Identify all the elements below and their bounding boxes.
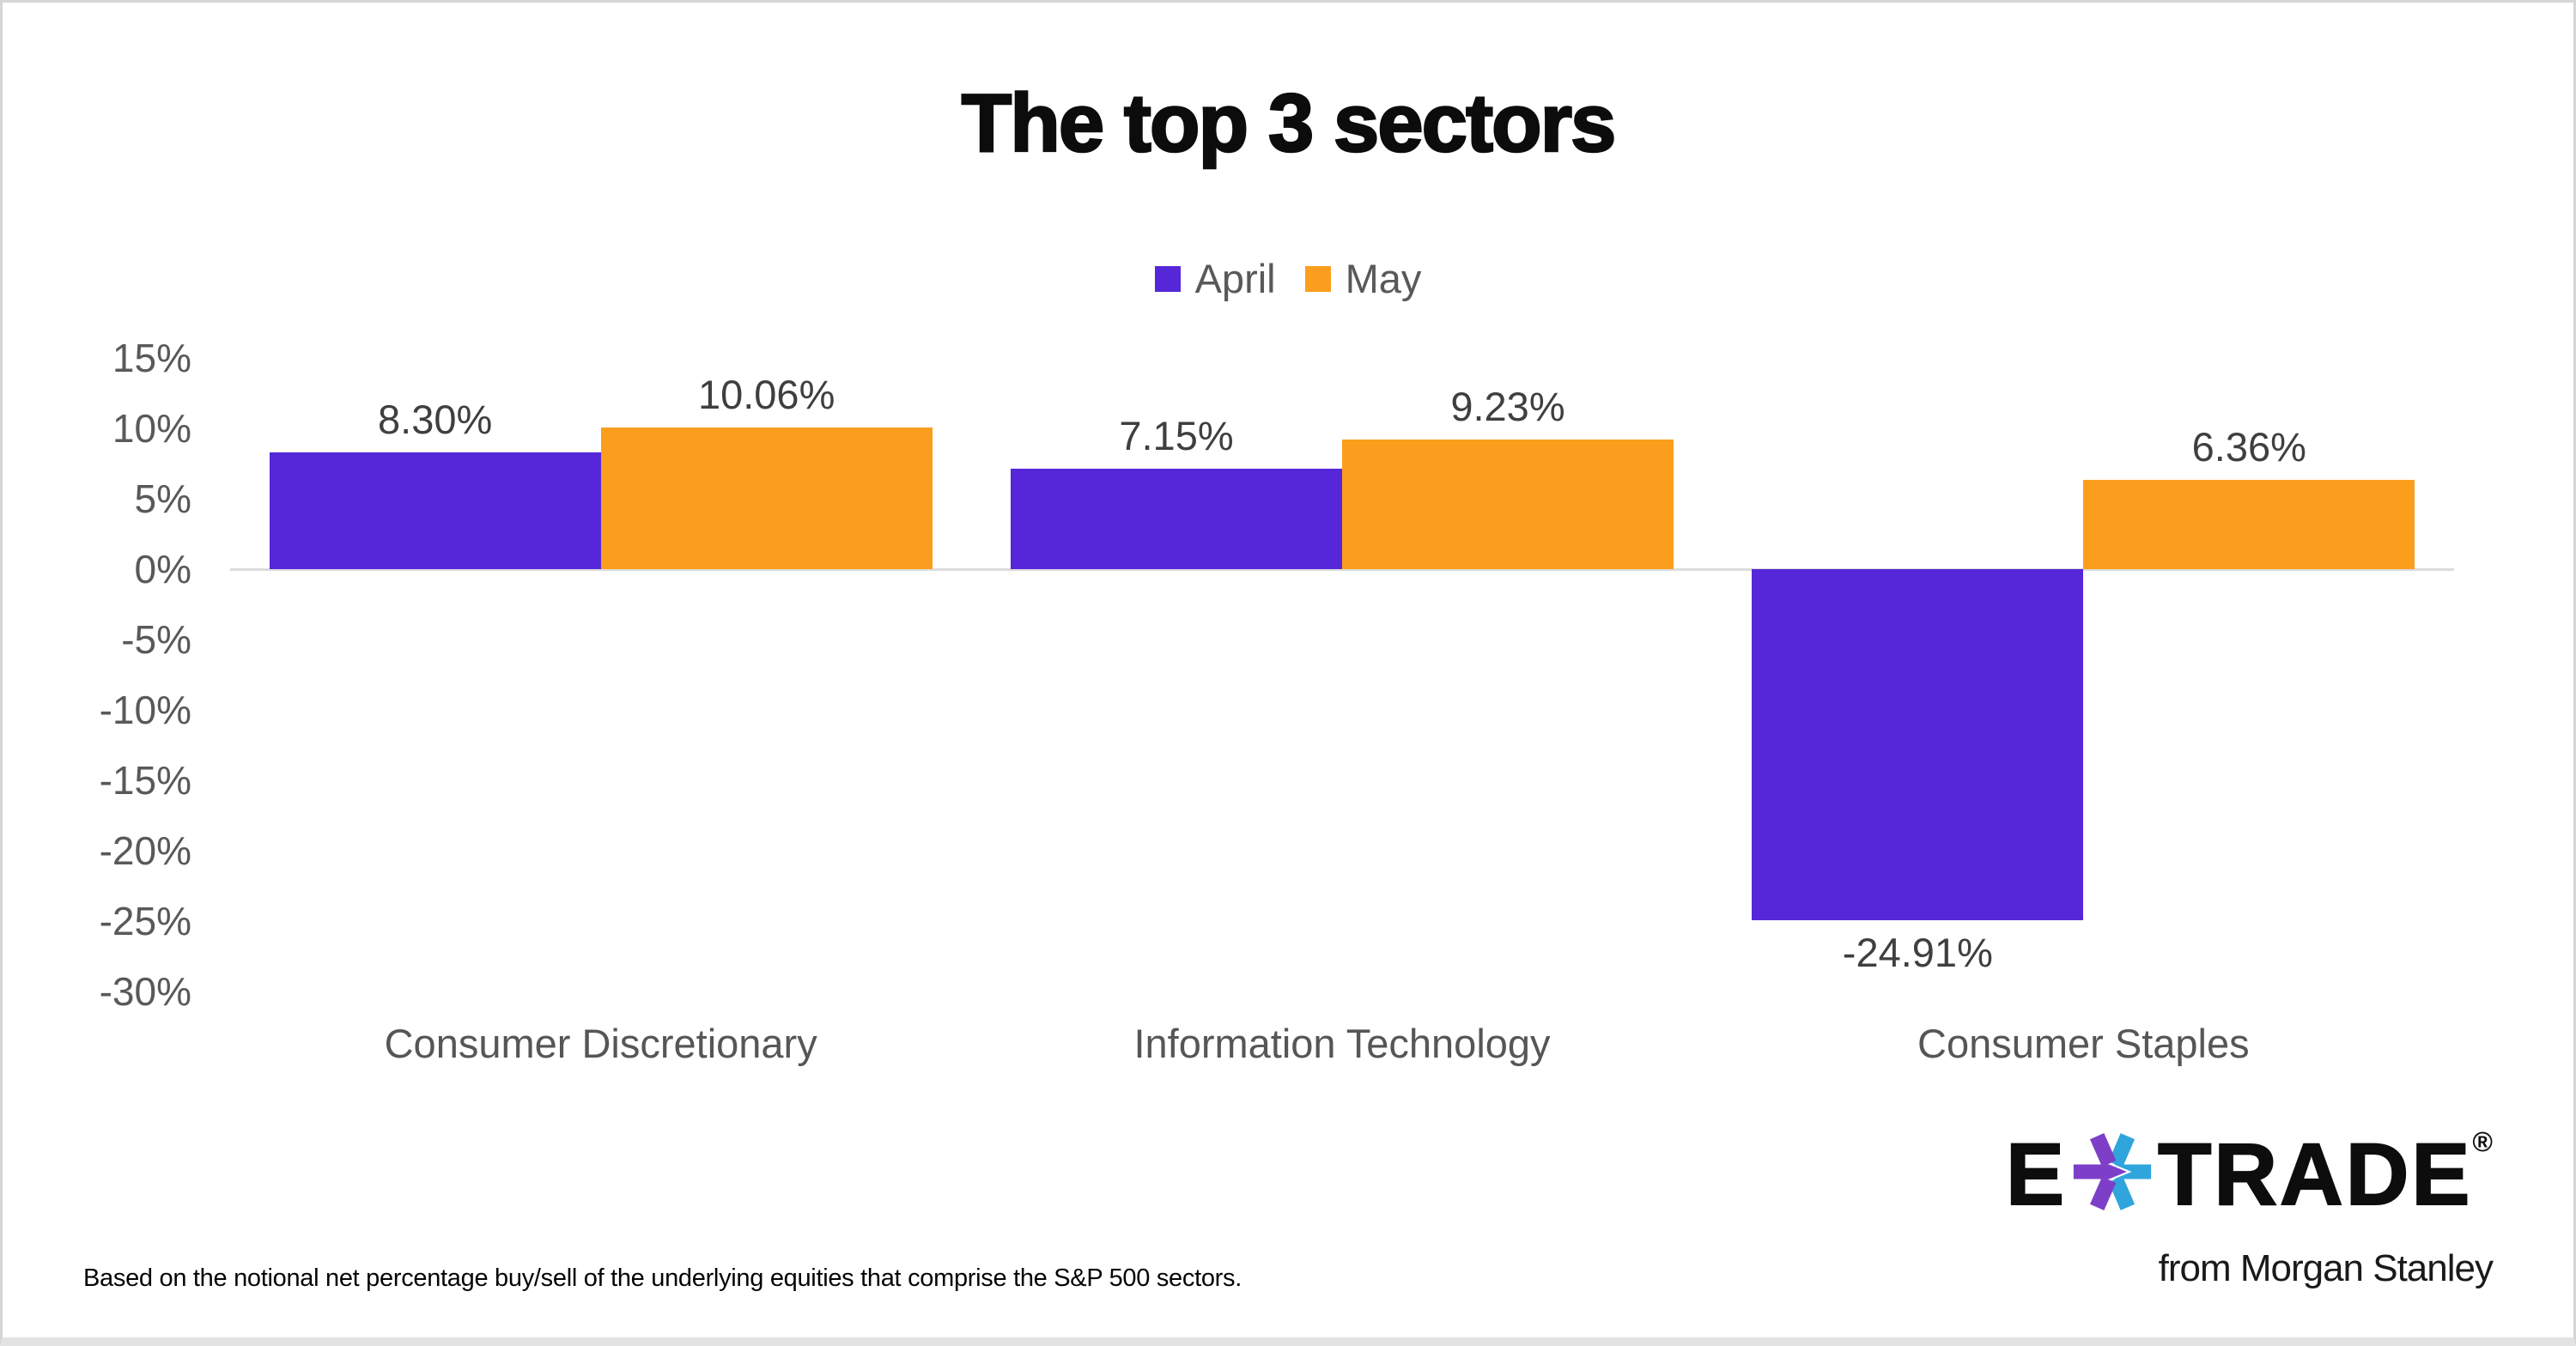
- bar-may-consumer-discretionary: [600, 427, 933, 569]
- plot-area: 8.30% 10.06% 7.15% 9.23% -24.91% 6.36%: [230, 358, 2454, 991]
- y-tick-label: -15%: [99, 758, 191, 803]
- legend-item-april: April: [1154, 255, 1276, 302]
- category-label-consumer-staples: Consumer Staples: [1917, 1021, 2250, 1066]
- y-tick-label: 5%: [134, 476, 191, 521]
- legend: April May: [3, 255, 2573, 302]
- category-label-consumer-discretionary: Consumer Discretionary: [384, 1021, 817, 1066]
- bar-group-consumer-discretionary: 8.30% 10.06%: [230, 358, 971, 991]
- value-label-may-information-technology: 9.23%: [1450, 383, 1565, 429]
- bar-may-information-technology: [1341, 439, 1674, 569]
- y-tick-label: 0%: [134, 547, 191, 591]
- legend-swatch-may: [1304, 265, 1331, 292]
- y-tick-label: 15%: [112, 336, 191, 380]
- y-axis: 15% 10% 5% 0% -5% -10% -15% -20% -25% -30%: [3, 336, 191, 1014]
- bar-april-consumer-discretionary: [269, 452, 601, 569]
- bar-april-information-technology: [1011, 468, 1342, 569]
- legend-item-may: May: [1304, 255, 1422, 302]
- value-label-april-information-technology: 7.15%: [1119, 413, 1234, 459]
- bar-group-information-technology: 7.15% 9.23%: [971, 358, 1712, 991]
- etrade-logo: E TRADE ® from Morgan Stanley: [2005, 1125, 2494, 1290]
- y-tick-label: 10%: [112, 406, 191, 451]
- legend-swatch-april: [1154, 265, 1181, 292]
- value-label-may-consumer-staples: 6.36%: [2191, 424, 2306, 470]
- y-tick-label: -30%: [99, 969, 191, 1014]
- y-tick-label: -25%: [99, 899, 191, 943]
- legend-label-may: May: [1345, 256, 1422, 301]
- y-tick-label: -20%: [99, 828, 191, 873]
- value-label-april-consumer-staples: -24.91%: [1842, 929, 1993, 975]
- y-tick-label: -10%: [99, 688, 191, 732]
- bar-april-consumer-staples: [1752, 569, 2084, 920]
- zero-axis-line: [230, 567, 2454, 571]
- footnote-text: Based on the notional net percentage buy…: [83, 1264, 1242, 1292]
- value-label-may-consumer-discretionary: 10.06%: [697, 372, 835, 418]
- bar-group-consumer-staples: -24.91% 6.36%: [1713, 358, 2454, 991]
- etrade-star-icon: [2073, 1133, 2152, 1211]
- category-label-information-technology: Information Technology: [1133, 1021, 1551, 1066]
- registered-trademark-symbol: ®: [2472, 1126, 2493, 1157]
- chart-title: The top 3 sectors: [960, 76, 1617, 171]
- x-axis-category-labels: Consumer Discretionary Information Techno…: [230, 1020, 2454, 1067]
- logo-tagline: from Morgan Stanley: [2158, 1247, 2494, 1290]
- logo-word-trade: TRADE: [2157, 1125, 2473, 1224]
- bar-may-consumer-staples: [2083, 479, 2415, 569]
- logo-letter-e: E: [2005, 1125, 2068, 1224]
- etrade-wordmark: E TRADE ®: [2005, 1125, 2493, 1224]
- legend-label-april: April: [1194, 256, 1276, 301]
- value-label-april-consumer-discretionary: 8.30%: [378, 397, 493, 443]
- bar-groups: 8.30% 10.06% 7.15% 9.23% -24.91% 6.36%: [230, 358, 2454, 991]
- y-tick-label: -5%: [121, 617, 191, 662]
